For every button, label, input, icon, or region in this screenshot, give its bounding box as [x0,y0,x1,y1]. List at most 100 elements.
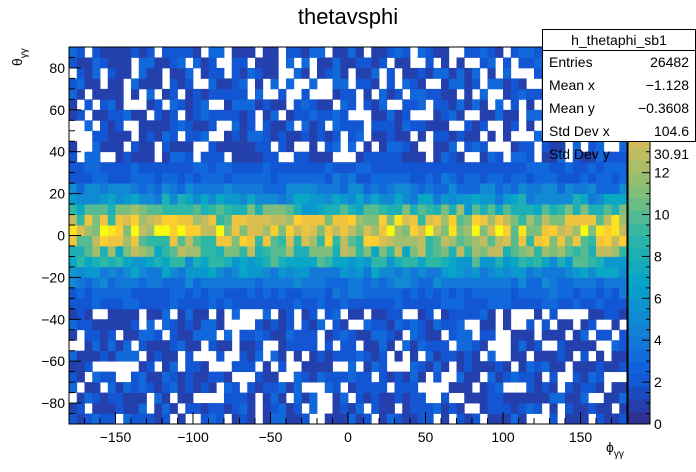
heatmap-cell [386,266,395,278]
heatmap-cell [340,329,349,341]
heatmap-cell [107,67,116,79]
heatmap-cell [417,256,426,268]
heatmap-cell [262,99,271,111]
heatmap-cell [84,308,93,320]
heatmap-cell [216,109,225,121]
heatmap-cell [518,361,527,373]
heatmap-cell [456,204,465,215]
heatmap-cell [177,193,186,205]
heatmap-cell [425,162,434,174]
heatmap-cell [154,350,163,362]
heatmap-cell [115,172,124,184]
heatmap-cell [518,245,527,257]
heatmap-cell [332,183,341,195]
heatmap-cell [580,266,589,278]
heatmap-cell [394,47,403,58]
heatmap-cell [371,298,380,310]
heatmap-cell [394,172,403,184]
heatmap-cell [526,266,535,278]
heatmap-cell [611,225,620,236]
heatmap-cell [417,120,426,132]
heatmap-cell [154,120,163,132]
heatmap-cell [410,403,419,414]
heatmap-cell [596,151,605,163]
heatmap-cell [596,183,605,195]
heatmap-cell [464,298,473,310]
heatmap-cell [394,130,403,142]
heatmap-cell [92,266,101,278]
heatmap-cell [379,204,388,215]
heatmap-cell [324,204,333,215]
heatmap-cell [340,67,349,79]
heatmap-cell [69,141,78,153]
heatmap-cell [69,235,78,247]
heatmap-cell [262,151,271,163]
heatmap-cell [239,403,248,414]
heatmap-cell [479,266,488,278]
heatmap-cell [131,371,140,383]
heatmap-cell [441,403,450,414]
y-tick-label: −80 [41,395,65,411]
heatmap-cell [231,225,240,236]
heatmap-cell [394,235,403,247]
heatmap-cell [503,319,512,331]
heatmap-cell [262,361,271,373]
heatmap-cell [332,47,341,58]
heatmap-cell [402,47,411,58]
heatmap-cell [270,287,279,299]
heatmap-cell [479,298,488,310]
z-tick-label: 12 [654,165,670,181]
heatmap-cell [262,392,271,404]
heatmap-cell [301,329,310,341]
heatmap-cell [518,204,527,215]
heatmap-cell [169,266,178,278]
heatmap-cell [138,193,147,205]
heatmap-cell [596,193,605,205]
heatmap-cell [107,340,116,352]
heatmap-cell [301,361,310,373]
heatmap-cell [487,298,496,310]
heatmap-cell [588,151,597,163]
heatmap-cell [324,141,333,153]
heatmap-cell [270,47,279,58]
heatmap-cell [557,245,566,257]
heatmap-cell [588,245,597,257]
heatmap-cell [100,47,109,58]
heatmap-cell [185,172,194,184]
heatmap-cell [487,67,496,79]
heatmap-cell [208,287,217,299]
heatmap-cell [216,319,225,331]
heatmap-cell [100,413,109,425]
heatmap-cell [84,67,93,79]
heatmap-cell [169,361,178,373]
heatmap-cell [379,266,388,278]
heatmap-cell [138,245,147,257]
heatmap-cell [69,47,78,58]
heatmap-cell [324,235,333,247]
heatmap-cell [107,413,116,425]
heatmap-cell [596,172,605,184]
heatmap-cell [379,57,388,69]
heatmap-cell [154,162,163,174]
heatmap-cell [464,235,473,247]
heatmap-cell [456,403,465,414]
heatmap-cell [348,382,357,393]
heatmap-cell [603,403,612,414]
heatmap-cell [177,392,186,404]
heatmap-cell [603,298,612,310]
heatmap-cell [138,47,147,58]
heatmap-cell [185,350,194,362]
heatmap-cell [417,287,426,299]
heatmap-cell [146,329,155,341]
heatmap-cell [255,57,264,69]
heatmap-cell [301,162,310,174]
heatmap-cell [479,382,488,393]
heatmap-cell [123,109,132,121]
heatmap-cell [425,298,434,310]
heatmap-cell [123,245,132,257]
heatmap-cell [448,277,457,289]
heatmap-cell [340,109,349,121]
heatmap-cell [216,151,225,163]
heatmap-cell [162,392,171,404]
heatmap-cell [417,183,426,195]
